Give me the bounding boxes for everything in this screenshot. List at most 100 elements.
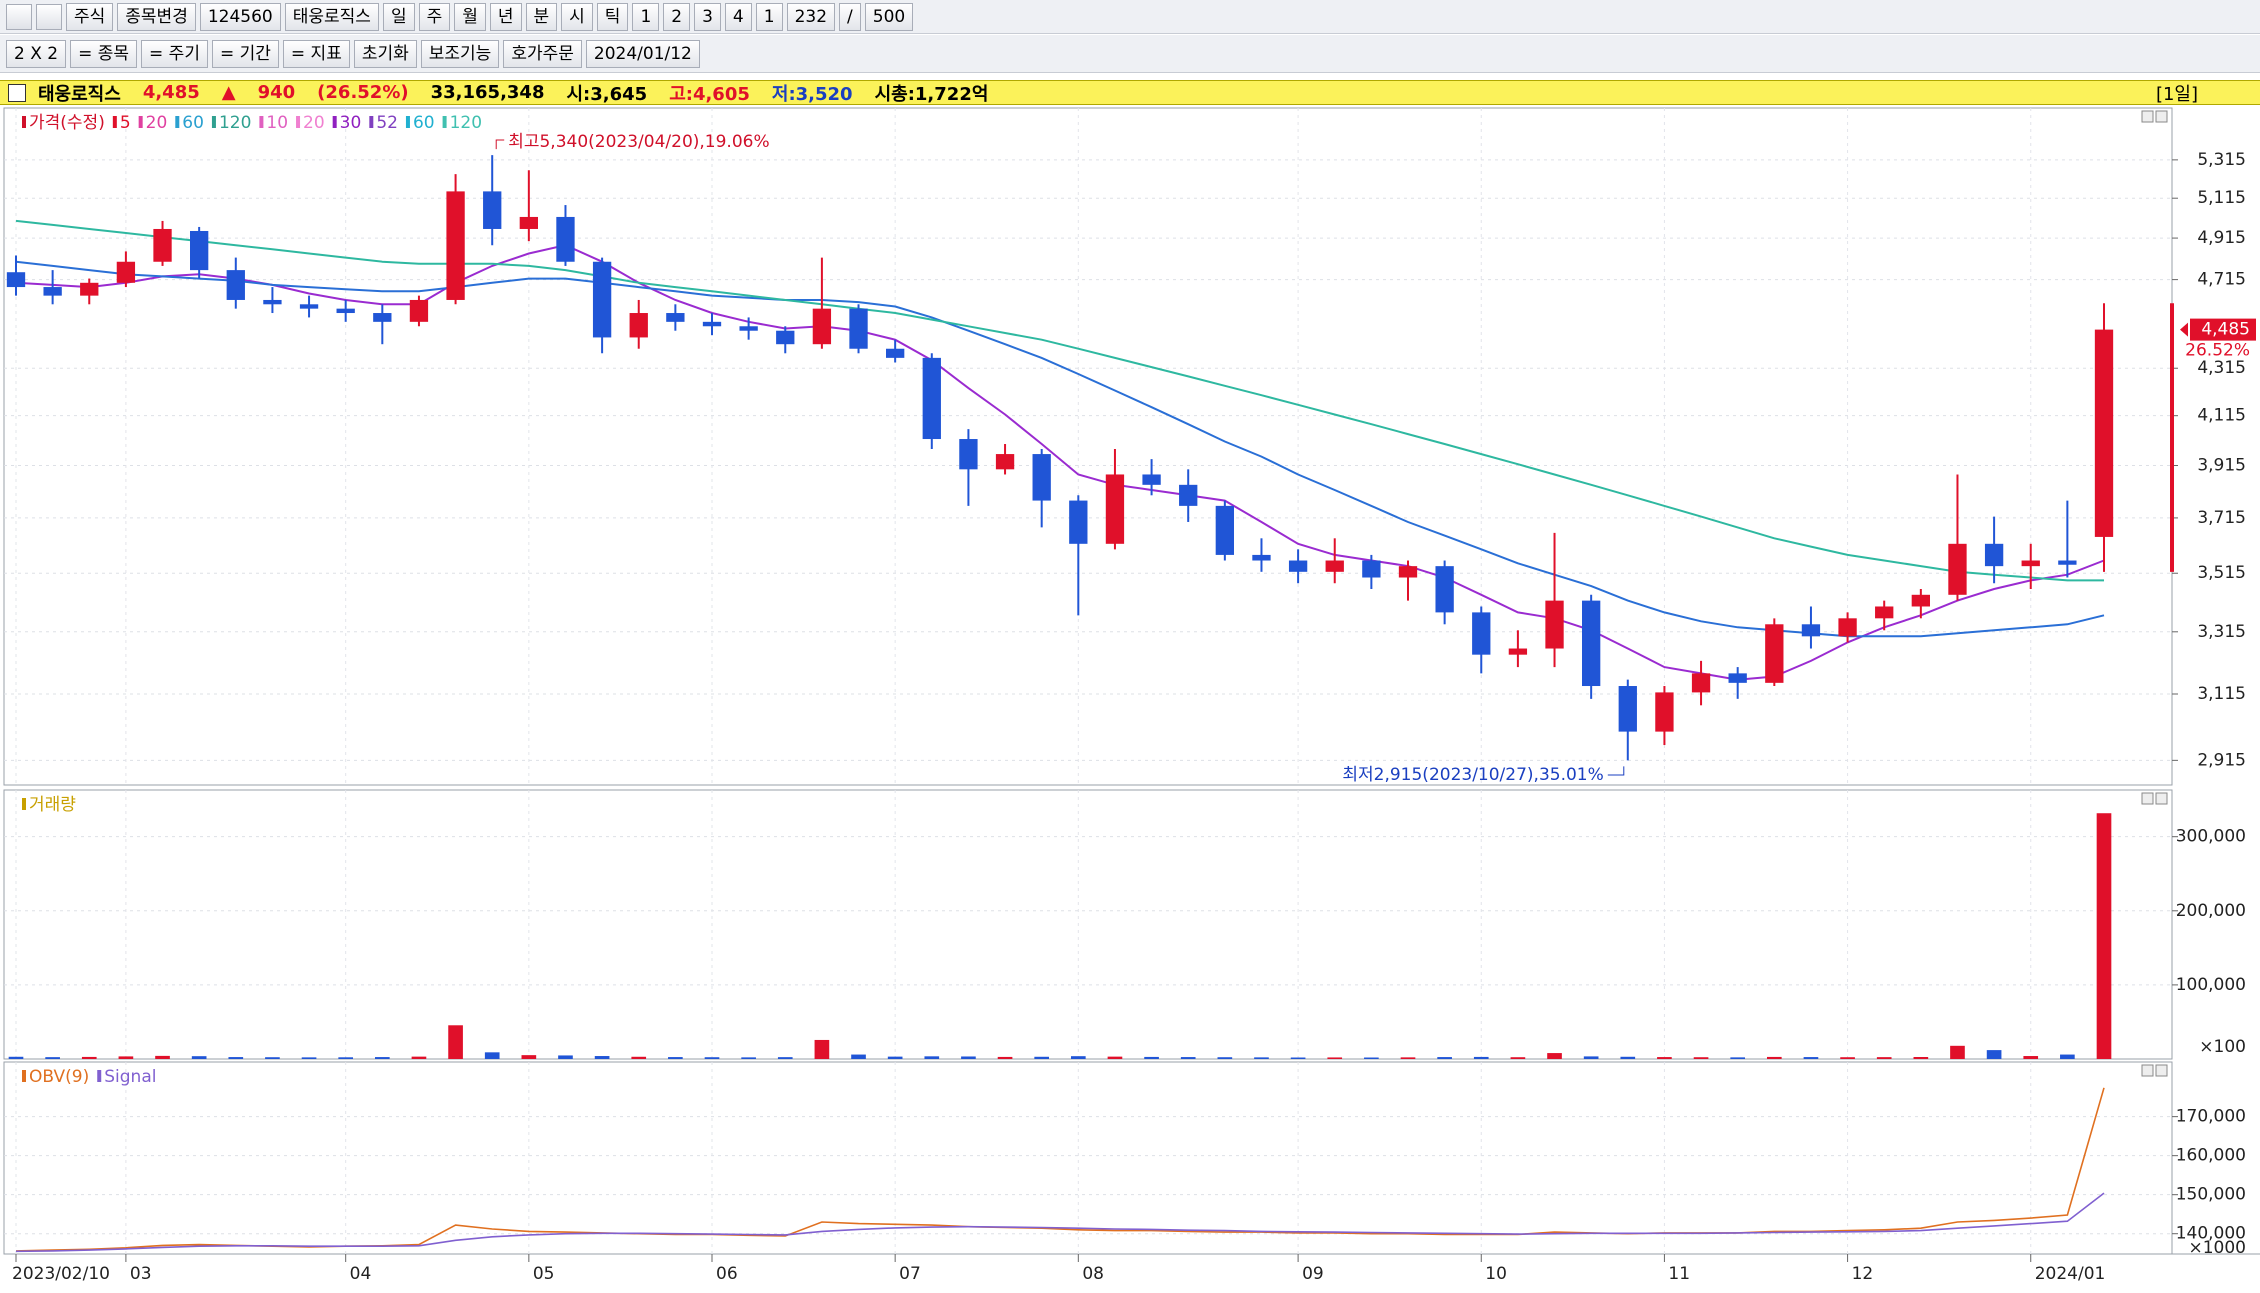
candle-body xyxy=(995,454,1015,470)
volume-bar xyxy=(2096,813,2112,1059)
candle-body xyxy=(1325,560,1344,572)
volume-bar xyxy=(81,1056,97,1059)
toolbar-button[interactable]: 일 xyxy=(382,2,415,31)
candle-body xyxy=(1288,560,1308,572)
toolbar-button[interactable]: 4 xyxy=(724,2,752,31)
y-tick-label: 5,315 xyxy=(2197,150,2246,170)
volume-bar xyxy=(1400,1057,1416,1059)
toolbar-button[interactable]: 2 X 2 xyxy=(6,39,67,68)
toolbar-button[interactable]: = 종목 xyxy=(70,39,138,68)
candle-body xyxy=(812,308,832,345)
toolbar-button[interactable]: 종목변경 xyxy=(117,2,196,31)
panel-button xyxy=(2141,110,2154,123)
toolbar-button[interactable]: 분 xyxy=(525,2,558,31)
toolbar-button[interactable]: / xyxy=(839,2,861,31)
volume-bar xyxy=(851,1054,866,1059)
candle-body xyxy=(1801,624,1821,637)
volume-bar xyxy=(814,1039,830,1059)
toolbar-button[interactable]: 보조기능 xyxy=(420,39,500,68)
toolbar-button[interactable]: 2024/01/12 xyxy=(585,39,700,68)
toolbar-button[interactable]: 틱 xyxy=(596,2,629,31)
candle-body xyxy=(1179,484,1198,506)
toolbar-button[interactable]: 초기화 xyxy=(353,39,417,68)
info-item: 4,485 xyxy=(142,82,200,103)
candle-body xyxy=(226,270,245,300)
checkbox[interactable] xyxy=(8,83,26,102)
y-tick-label: 4,915 xyxy=(2197,228,2246,248)
volume-bar xyxy=(961,1056,976,1059)
candle-body xyxy=(592,261,612,338)
icon-button[interactable] xyxy=(36,3,62,30)
candle-body xyxy=(959,439,978,470)
volume-bar xyxy=(265,1057,280,1059)
toolbar-button[interactable]: 124560 xyxy=(199,2,281,31)
info-item: 저:3,520 xyxy=(771,83,853,105)
x-tick-label: 06 xyxy=(716,1264,738,1284)
volume-bar xyxy=(411,1056,427,1059)
legend-label: Signal xyxy=(104,1067,156,1087)
toolbar-button[interactable]: 년 xyxy=(489,2,522,31)
toolbar-button[interactable]: 500 xyxy=(864,2,914,31)
toolbar-button[interactable]: 주식 xyxy=(66,2,114,31)
candle-body xyxy=(1252,554,1271,561)
price-pointer xyxy=(2180,322,2188,337)
ma-line xyxy=(15,219,2104,582)
annotation: 최저2,915(2023/10/27),35.01% xyxy=(1342,765,1603,785)
candle-body xyxy=(1984,543,2004,567)
y-tick-label: 160,000 xyxy=(2176,1146,2246,1166)
axis-unit: ×100 xyxy=(2199,1037,2246,1057)
toolbar-button[interactable]: 월 xyxy=(454,2,486,31)
volume-bar xyxy=(1547,1053,1562,1059)
volume-bar xyxy=(45,1057,60,1059)
toolbar-button[interactable]: = 주기 xyxy=(141,39,208,68)
panel-button xyxy=(2155,110,2168,123)
volume-bar xyxy=(1620,1056,1636,1059)
toolbar-button[interactable]: 3 xyxy=(694,2,721,31)
y-tick-label: 3,315 xyxy=(2197,622,2246,642)
toolbar-button[interactable]: 1 xyxy=(755,2,783,31)
volume-bar xyxy=(1693,1057,1709,1059)
ma-line xyxy=(15,260,2105,638)
volume-bar xyxy=(1070,1056,1086,1059)
panel-button xyxy=(2155,1064,2168,1077)
candle-body xyxy=(1508,648,1528,655)
legend-label: 20 xyxy=(303,113,325,133)
legend-label: 120 xyxy=(450,113,482,133)
toolbar-button[interactable]: 호가주문 xyxy=(503,39,582,68)
volume-bar xyxy=(1107,1056,1123,1059)
volume-bar xyxy=(1766,1056,1782,1059)
toolbar-button[interactable]: 232 xyxy=(786,2,836,31)
y-tick-label: 4,115 xyxy=(2197,406,2246,426)
legend-swatch xyxy=(175,116,180,128)
y-tick-label: 5,115 xyxy=(2197,188,2246,208)
candle-body xyxy=(922,357,941,440)
volume-bar xyxy=(777,1057,793,1059)
volume-bar xyxy=(1034,1056,1050,1059)
legend-swatch xyxy=(22,1070,26,1082)
volume-bar xyxy=(1144,1056,1159,1059)
panel-button xyxy=(2155,792,2168,805)
y-tick-label: 140,000 xyxy=(2176,1224,2246,1244)
candle-body xyxy=(666,313,685,322)
icon-button[interactable] xyxy=(6,3,32,30)
toolbar-button[interactable]: 태웅로직스 xyxy=(284,2,379,31)
toolbar-button[interactable]: 주 xyxy=(418,2,451,31)
toolbar-button[interactable]: 시 xyxy=(561,2,593,31)
info-item: 시총:1,722억 xyxy=(874,83,989,105)
candle-body xyxy=(1362,560,1381,578)
toolbar-button[interactable]: 2 xyxy=(663,2,691,31)
volume-bar xyxy=(2023,1056,2039,1059)
volume-bar xyxy=(1364,1057,1379,1059)
candle-body xyxy=(483,191,502,229)
toolbar-button[interactable]: 1 xyxy=(632,2,660,31)
candle-body xyxy=(373,313,392,322)
y-tick-label: 200,000 xyxy=(2176,901,2246,921)
toolbar-button[interactable]: = 기간 xyxy=(211,39,279,68)
x-tick-label: 09 xyxy=(1302,1264,1324,1284)
candle-body xyxy=(1838,618,1857,637)
panel-frame xyxy=(3,789,2173,1060)
candle-body xyxy=(1875,606,1894,619)
toolbar-button[interactable]: = 지표 xyxy=(282,39,350,68)
volume-bar xyxy=(1876,1057,1892,1059)
x-tick-label: 07 xyxy=(899,1264,921,1284)
